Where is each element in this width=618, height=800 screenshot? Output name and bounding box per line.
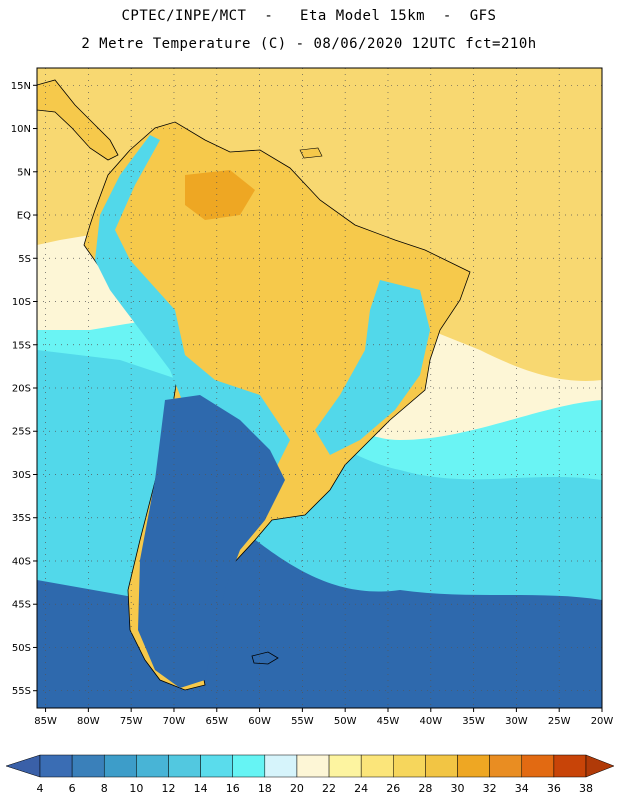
- colorbar-tick-label: 20: [290, 782, 304, 795]
- caribbean-islands: [299, 147, 323, 159]
- lon-label: 55W: [291, 716, 314, 727]
- colorbar-swatch: [103, 754, 137, 778]
- colorbar-tick-label: 4: [37, 782, 44, 795]
- colorbar-swatch: [457, 754, 490, 778]
- lat-label: 50S: [12, 643, 31, 654]
- colorbar-tick-label: 30: [451, 782, 465, 795]
- colorbar-tick-label: 32: [483, 782, 497, 795]
- colorbar-tick-label: 12: [161, 782, 175, 795]
- land-cold-south: [138, 395, 285, 688]
- colorbar-tick-label: 10: [129, 782, 143, 795]
- colorbar-swatch: [232, 754, 266, 778]
- colorbar-swatch: [200, 754, 233, 778]
- map-area: [37, 68, 602, 708]
- colorbar-tick-label: 22: [322, 782, 336, 795]
- colorbar-swatch: [296, 754, 330, 778]
- lat-label: 30S: [12, 470, 31, 481]
- lon-label: 20W: [591, 716, 614, 727]
- colorbar-tick-label: 36: [547, 782, 561, 795]
- colorbar-tick-label: 16: [226, 782, 240, 795]
- colorbar-swatch: [360, 754, 394, 778]
- lon-label: 25W: [548, 716, 571, 727]
- lon-label: 40W: [419, 716, 442, 727]
- lon-label: 70W: [163, 716, 186, 727]
- colorbar-swatch: [264, 754, 298, 778]
- lat-label: 55S: [12, 686, 31, 697]
- lat-label: 25S: [12, 427, 31, 438]
- lon-label: 50W: [334, 716, 357, 727]
- colorbar-tick-label: 28: [418, 782, 432, 795]
- falkland-islands: [251, 651, 279, 665]
- colorbar-tick-label: 38: [579, 782, 593, 795]
- lon-label: 35W: [462, 716, 485, 727]
- longitude-labels: 85W 80W 75W 70W 65W 60W 55W 50W 45W 40W 35W 30W 25W 2…: [34, 708, 613, 727]
- colorbar-low-arrow: [5, 754, 41, 778]
- lat-label: 45S: [12, 600, 31, 611]
- colorbar-tick-label: 14: [194, 782, 208, 795]
- colorbar-swatch: [39, 754, 73, 778]
- lat-label: 15N: [11, 81, 31, 92]
- central-america-landmass: [37, 79, 119, 161]
- lon-label: 30W: [505, 716, 528, 727]
- lat-label: 40S: [12, 556, 31, 567]
- lon-label: 45W: [377, 716, 400, 727]
- lon-label: 75W: [120, 716, 143, 727]
- colorbar-swatch: [521, 754, 555, 778]
- colorbar-swatch: [425, 754, 458, 778]
- land-cool-southeast: [315, 280, 430, 455]
- lat-label: 5N: [17, 167, 31, 178]
- colorbar-tick-label: 24: [354, 782, 368, 795]
- colorbar-tick-label: 34: [515, 782, 529, 795]
- lon-label: 60W: [248, 716, 271, 727]
- chart-title-line-2: 2 Metre Temperature (C) - 08/06/2020 12U…: [81, 36, 537, 52]
- colorbar-swatch: [553, 754, 587, 778]
- chart-title-line-1: CPTEC/INPE/MCT - Eta Model 15km - GFS: [121, 8, 497, 24]
- lat-label: 20S: [12, 384, 31, 395]
- land-hot-region: [185, 170, 255, 220]
- colorbar-tick-label: 18: [258, 782, 272, 795]
- colorbar-swatch: [71, 754, 105, 778]
- colorbar-swatch: [393, 754, 426, 778]
- colorbar-swatch: [328, 754, 362, 778]
- lat-label: 10N: [11, 124, 31, 135]
- lat-label: 10S: [12, 297, 31, 308]
- colorbar-swatch: [489, 754, 523, 778]
- colorbar-swatch: [136, 754, 169, 778]
- colorbar-tick-label: 26: [386, 782, 400, 795]
- lon-label: 85W: [34, 716, 57, 727]
- lat-label: EQ: [17, 211, 31, 222]
- latitude-labels: 15N 10N 5N EQ 5S 10S 15S 20S 25S 30S 35S 40S 45S 50S 5…: [11, 81, 37, 697]
- colorbar-tick-label: 8: [101, 782, 108, 795]
- colorbar-swatch: [168, 754, 201, 778]
- lat-label: 5S: [18, 254, 31, 265]
- lon-label: 80W: [77, 716, 100, 727]
- colorbar: 4 6 8 10 12 14 16 18 20 22 24 26 28 30 32 34 36 38: [5, 754, 615, 795]
- lat-label: 35S: [12, 513, 31, 524]
- map-gridlines: [37, 68, 603, 708]
- lat-label: 15S: [12, 340, 31, 351]
- lon-label: 65W: [205, 716, 228, 727]
- colorbar-tick-label: 6: [69, 782, 76, 795]
- colorbar-high-arrow: [585, 754, 615, 778]
